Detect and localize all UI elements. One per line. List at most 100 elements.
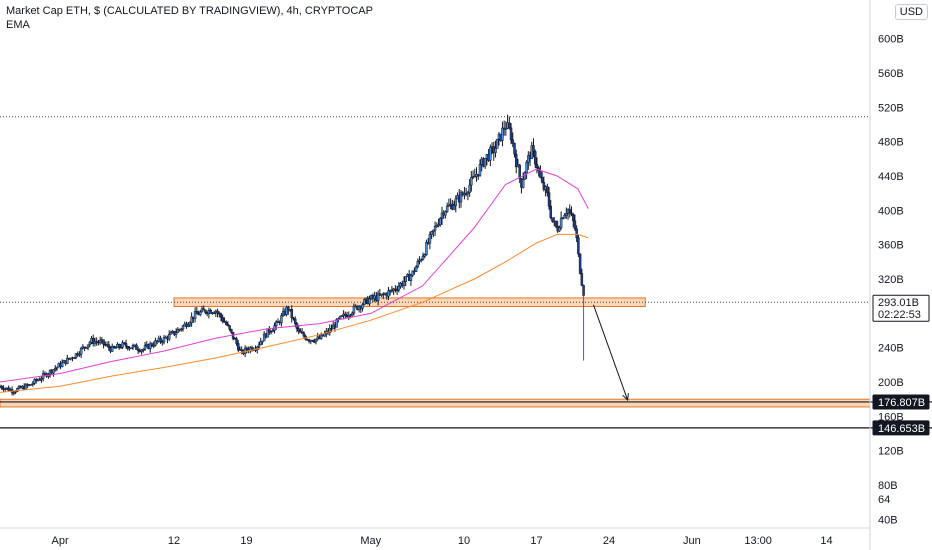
y-tick-label: 40B: [878, 514, 898, 526]
candle-body: [212, 312, 216, 315]
candle-body: [514, 153, 518, 168]
candle-body: [112, 346, 116, 348]
price-label-value: 146.653B: [878, 423, 925, 435]
x-axis-ticks: Apr 12 19 May 10 17 24 Jun 13:00 14: [52, 535, 833, 547]
candle-body: [532, 145, 535, 152]
candle-body: [573, 220, 577, 230]
currency-button[interactable]: USD: [894, 4, 928, 20]
candle-body: [565, 213, 568, 216]
candle-body: [394, 288, 397, 291]
candle-body: [40, 378, 43, 381]
candle-body: [494, 148, 497, 154]
candle-body: [162, 337, 166, 343]
y-tick-label: 240B: [878, 343, 904, 355]
candle-body: [102, 339, 105, 345]
price-label-1: 176.807B: [872, 394, 930, 410]
y-axis-ticks: 40B80B120B160B200B240B280B320B360B400B44…: [878, 34, 904, 527]
candle-body: [31, 383, 35, 385]
support-resistance-zones: [0, 297, 871, 408]
x-tick-label: 17: [530, 535, 542, 547]
candle-body: [323, 333, 326, 337]
candle-body: [245, 347, 249, 351]
candle-body: [511, 139, 515, 144]
candle-body: [79, 347, 83, 355]
candle-body: [539, 170, 542, 178]
price-label-box: [872, 394, 930, 410]
candle-body: [14, 391, 17, 393]
price-label-2: 146.653B: [872, 420, 930, 436]
candle-body: [150, 343, 154, 346]
candle-body: [124, 343, 128, 347]
candle-body: [190, 316, 193, 323]
candle-body: [559, 217, 563, 229]
candle-body: [549, 205, 553, 218]
x-tick-label: 12: [168, 535, 180, 547]
candle-body: [513, 143, 516, 155]
candle-body: [88, 342, 92, 346]
candle-body: [131, 345, 135, 348]
candle-body: [470, 177, 473, 186]
candle-body: [437, 224, 440, 227]
candle-body: [269, 331, 273, 333]
candle-body: [350, 312, 354, 316]
candle-body: [376, 293, 380, 301]
price-label-box: [872, 420, 930, 436]
candle-body: [495, 138, 499, 149]
indicator-label[interactable]: EMA: [6, 19, 30, 31]
candle-body: [199, 311, 202, 316]
candle-body: [285, 307, 288, 315]
candle-body: [501, 127, 504, 141]
candle-body: [7, 387, 10, 391]
candle-body: [24, 384, 28, 390]
candle-body: [261, 340, 264, 343]
candle-body: [78, 353, 81, 356]
candle-body: [435, 225, 439, 228]
candle-body: [12, 392, 16, 394]
candle-body: [568, 209, 572, 214]
candle-body: [114, 347, 117, 349]
price-label-value: 176.807B: [878, 397, 925, 409]
candle-body: [433, 226, 437, 231]
price-candles: [0, 114, 585, 396]
x-tick-label: 10: [458, 535, 470, 547]
candle-body: [478, 164, 482, 176]
candle-body: [126, 346, 130, 349]
candle-body: [135, 344, 138, 350]
candle-body: [176, 329, 180, 333]
candle-body: [420, 259, 423, 261]
candle-body: [297, 328, 300, 332]
candle-body: [397, 286, 401, 291]
candle-body: [107, 344, 111, 348]
candle-body: [582, 285, 585, 296]
candle-body: [411, 270, 414, 276]
arrow-shaft: [592, 304, 629, 401]
candle-body: [159, 337, 162, 342]
x-tick-label: May: [360, 535, 381, 547]
y-tick-label: 480B: [878, 137, 904, 149]
candle-body: [402, 281, 406, 286]
candle-body: [525, 162, 528, 173]
candle-body: [344, 313, 347, 316]
candle-body: [428, 234, 432, 244]
candle-body: [452, 205, 456, 210]
candle-body: [209, 309, 212, 314]
candle-body: [299, 330, 302, 333]
candle-body: [521, 179, 525, 188]
candle-body: [200, 308, 204, 313]
candle-body: [121, 342, 124, 348]
candle-body: [404, 275, 407, 282]
candle-body: [195, 311, 199, 314]
y-tick-label: 600B: [878, 34, 904, 46]
candle-body: [577, 237, 580, 255]
candle-body: [335, 319, 338, 328]
candle-body: [66, 357, 69, 364]
candle-body: [483, 158, 487, 167]
candle-body: [123, 342, 126, 344]
candle-body: [85, 347, 88, 349]
candle-body: [219, 313, 223, 318]
candle-body: [226, 324, 230, 326]
candle-body: [221, 317, 224, 322]
x-tick-label: 14: [820, 535, 832, 547]
